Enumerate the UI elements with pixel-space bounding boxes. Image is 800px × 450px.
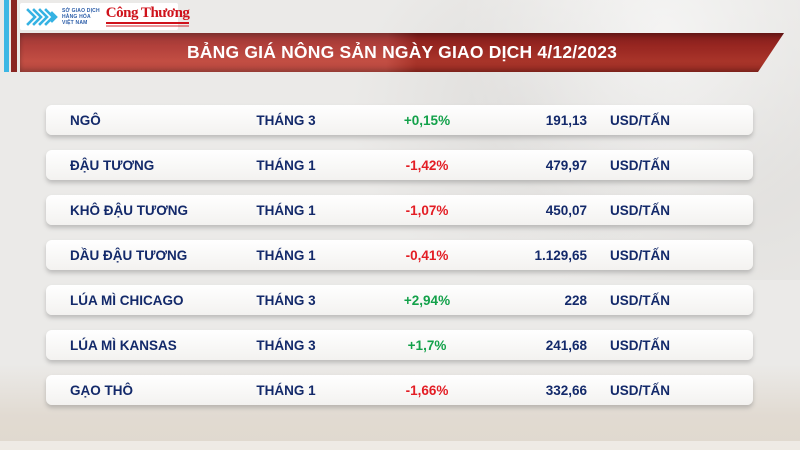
contract-month: THÁNG 3 — [256, 337, 316, 353]
commodity-name: GẠO THÔ — [70, 382, 133, 398]
mxv-text-line: VIỆT NAM — [62, 19, 88, 26]
price-unit: USD/TẤN — [610, 337, 670, 353]
contract-month: THÁNG 1 — [256, 382, 316, 398]
commodity-name: LÚA MÌ KANSAS — [70, 337, 177, 353]
mxv-logo-text: SỞ GIAO DỊCH HÀNG HÓA VIỆT NAM — [62, 8, 100, 26]
background-bottom-strip — [0, 441, 800, 450]
change-percent: -1,07% — [405, 202, 449, 218]
price-value: 332,66 — [545, 382, 587, 398]
table-row: GẠO THÔ THÁNG 1 -1,66% 332,66 USD/TẤN — [46, 375, 753, 405]
page-title: BẢNG GIÁ NÔNG SẢN NGÀY GIAO DỊCH 4/12/20… — [186, 42, 618, 62]
title-banner: BẢNG GIÁ NÔNG SẢN NGÀY GIAO DỊCH 4/12/20… — [20, 33, 784, 72]
price-value: 450,07 — [545, 202, 587, 218]
commodity-name: LÚA MÌ CHICAGO — [70, 292, 184, 308]
congthuong-logo: Công Thương — [105, 5, 190, 27]
price-unit: USD/TẤN — [610, 202, 670, 218]
mxv-text-line: SỞ GIAO DỊCH — [62, 7, 100, 14]
logo-plate: SỞ GIAO DỊCH HÀNG HÓA VIỆT NAM Công Thươ… — [20, 3, 190, 30]
commodity-name: KHÔ ĐẬU TƯƠNG — [70, 202, 188, 218]
change-percent: +0,15% — [403, 112, 451, 128]
price-unit: USD/TẤN — [610, 382, 670, 398]
contract-month: THÁNG 3 — [256, 112, 316, 128]
price-value: 228 — [564, 292, 587, 308]
contract-month: THÁNG 3 — [256, 292, 316, 308]
price-value: 479,97 — [545, 157, 587, 173]
price-value: 1.129,65 — [534, 247, 587, 263]
table-row: ĐẬU TƯƠNG THÁNG 1 -1,42% 479,97 USD/TẤN — [46, 150, 753, 180]
commodity-name: NGÔ — [70, 112, 101, 128]
table-row: KHÔ ĐẬU TƯƠNG THÁNG 1 -1,07% 450,07 USD/… — [46, 195, 753, 225]
change-percent: -0,41% — [405, 247, 449, 263]
change-percent: -1,66% — [405, 382, 449, 398]
table-row: LÚA MÌ CHICAGO THÁNG 3 +2,94% 228 USD/TẤ… — [46, 285, 753, 315]
change-percent: +2,94% — [403, 292, 451, 308]
mxv-chevrons-icon — [26, 7, 58, 26]
mxv-text-line: HÀNG HÓA — [62, 13, 91, 20]
table-row: NGÔ THÁNG 3 +0,15% 191,13 USD/TẤN — [46, 105, 753, 135]
change-percent: -1,42% — [405, 157, 449, 173]
price-unit: USD/TẤN — [610, 292, 670, 308]
left-accent-stripe-red — [11, 0, 17, 72]
mxv-logo: SỞ GIAO DỊCH HÀNG HÓA VIỆT NAM — [25, 7, 100, 27]
price-unit: USD/TẤN — [610, 247, 670, 263]
table-row: LÚA MÌ KANSAS THÁNG 3 +1,7% 241,68 USD/T… — [46, 330, 753, 360]
contract-month: THÁNG 1 — [256, 202, 316, 218]
congthuong-tagline-bar — [105, 25, 190, 27]
price-unit: USD/TẤN — [610, 157, 670, 173]
left-accent-stripe-cyan — [4, 0, 9, 72]
contract-month: THÁNG 1 — [256, 247, 316, 263]
congthuong-wordmark: Công Thương — [105, 5, 190, 21]
commodity-name: ĐẬU TƯƠNG — [70, 157, 155, 173]
congthuong-underline — [105, 22, 190, 24]
change-percent: +1,7% — [407, 337, 447, 353]
table-row: DẦU ĐẬU TƯƠNG THÁNG 1 -0,41% 1.129,65 US… — [46, 240, 753, 270]
price-unit: USD/TẤN — [610, 112, 670, 128]
commodity-name: DẦU ĐẬU TƯƠNG — [70, 247, 188, 263]
price-value: 191,13 — [545, 112, 587, 128]
price-table: NGÔ THÁNG 3 +0,15% 191,13 USD/TẤN ĐẬU TƯ… — [46, 105, 753, 420]
contract-month: THÁNG 1 — [256, 157, 316, 173]
price-value: 241,68 — [545, 337, 587, 353]
